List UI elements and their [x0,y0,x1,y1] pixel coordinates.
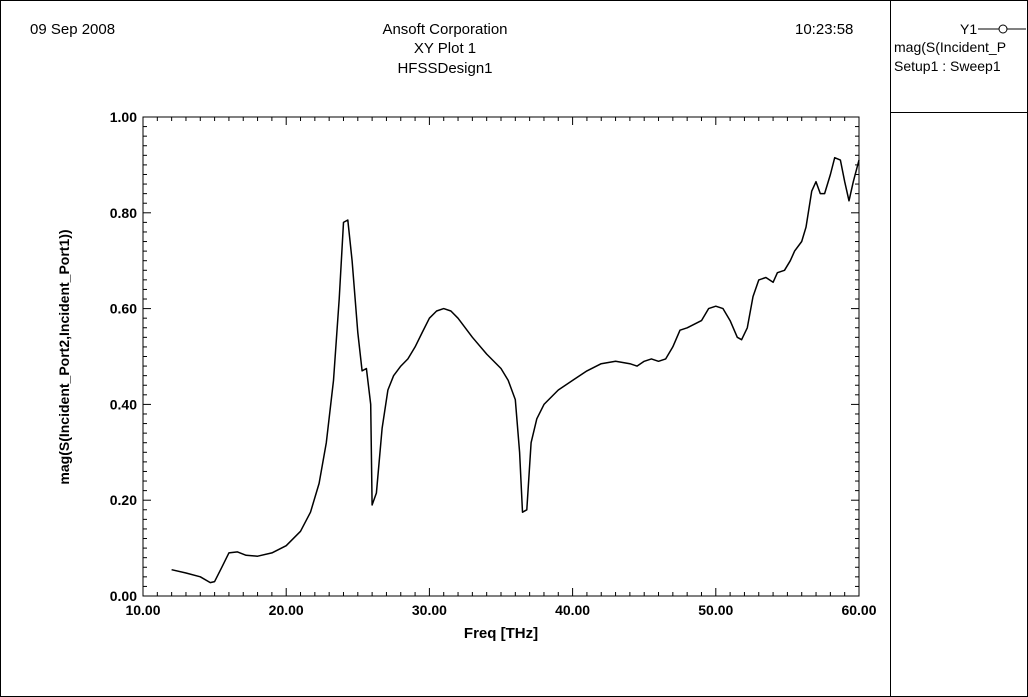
y-tick-label: 0.20 [110,492,137,508]
header-company: Ansoft Corporation [382,21,508,38]
x-tick-label: 30.00 [412,602,447,618]
y-tick-label: 1.00 [110,109,137,125]
x-tick-label: 60.00 [841,602,876,618]
y-tick-label: 0.40 [110,396,137,412]
series-line-y1 [171,156,860,584]
legend-divider [890,0,891,697]
y-tick-label: 0.60 [110,301,137,317]
x-tick-label: 10.00 [125,602,160,618]
legend-separator [890,112,1028,113]
legend-series-setup: Setup1 : Sweep1 [894,58,1001,74]
header-date: 09 Sep 2008 [30,21,116,38]
header-plot-name: XY Plot 1 [413,40,477,57]
legend-series-expression: mag(S(Incident_P [894,39,1007,55]
y-tick-label: 0.00 [110,588,137,604]
header-time: 10:23:58 [795,21,854,38]
x-tick-label: 50.00 [698,602,733,618]
legend-line-marker-icon [978,24,1026,34]
legend-series-label[interactable]: Y1 [960,21,978,37]
y-tick-label: 0.80 [110,205,137,221]
x-tick-label: 20.00 [269,602,304,618]
x-axis-label: Freq [THz] [464,625,538,642]
y-axis-label: mag(S(Incident_Port2,Incident_Port1)) [56,229,72,484]
x-tick-label: 40.00 [555,602,590,618]
header-design-name: HFSSDesign1 [397,60,493,77]
plot-area [142,116,860,597]
